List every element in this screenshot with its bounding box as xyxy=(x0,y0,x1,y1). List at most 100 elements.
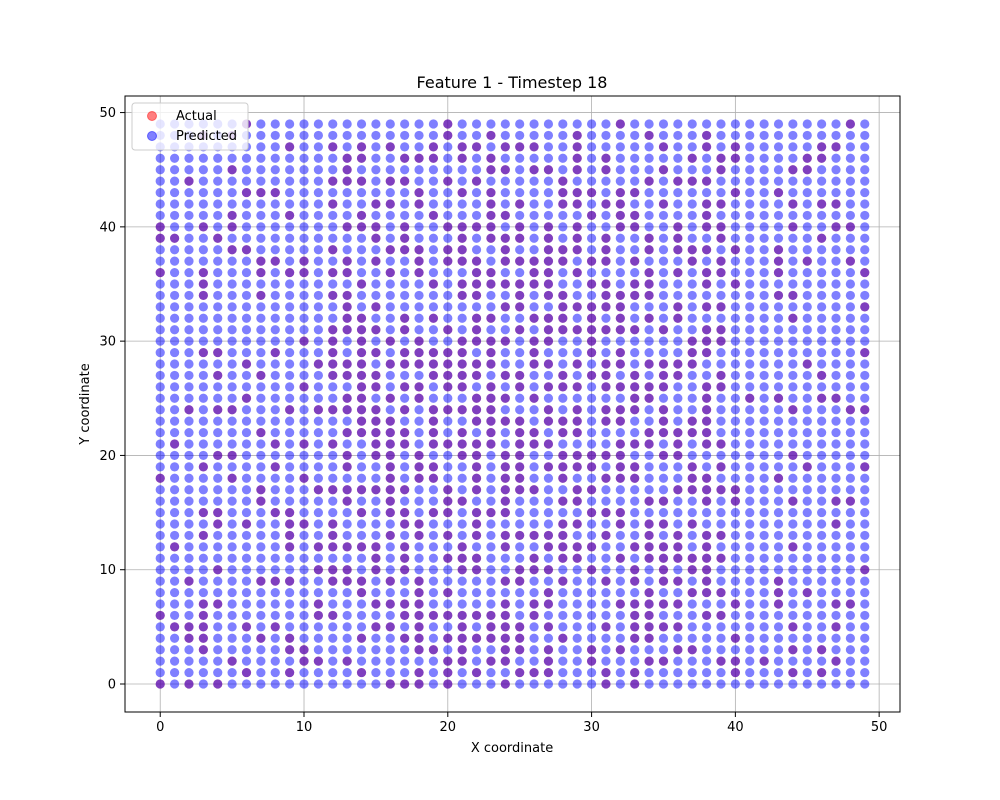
predicted-point xyxy=(198,599,208,609)
predicted-point xyxy=(558,336,568,346)
predicted-point xyxy=(773,656,784,666)
predicted-point xyxy=(817,313,827,323)
predicted-point xyxy=(385,450,395,461)
predicted-point xyxy=(285,233,295,243)
predicted-point xyxy=(414,336,424,346)
predicted-point xyxy=(673,245,683,255)
predicted-point xyxy=(285,359,295,369)
predicted-point xyxy=(730,176,740,186)
predicted-point xyxy=(586,610,597,621)
predicted-point xyxy=(543,599,554,609)
predicted-point xyxy=(184,610,194,621)
predicted-point xyxy=(457,576,467,586)
predicted-point xyxy=(572,473,582,483)
predicted-point xyxy=(817,553,827,563)
predicted-point xyxy=(759,405,769,415)
predicted-point xyxy=(529,176,539,186)
predicted-point xyxy=(716,496,726,506)
predicted-point xyxy=(356,302,367,312)
predicted-point xyxy=(443,576,453,586)
predicted-point xyxy=(817,645,827,655)
predicted-point xyxy=(745,610,755,621)
predicted-point xyxy=(716,359,726,369)
predicted-point xyxy=(414,496,424,506)
predicted-point xyxy=(630,382,640,392)
predicted-point xyxy=(831,222,841,232)
predicted-point xyxy=(817,245,827,255)
predicted-point xyxy=(630,587,640,598)
y-tick-label: 10 xyxy=(99,563,116,578)
predicted-point xyxy=(328,587,338,598)
predicted-point xyxy=(716,130,726,141)
predicted-point xyxy=(802,427,812,438)
predicted-point xyxy=(687,370,697,381)
predicted-point xyxy=(155,565,165,575)
predicted-point xyxy=(630,359,640,369)
predicted-point xyxy=(745,633,755,643)
predicted-point xyxy=(428,382,439,392)
predicted-point xyxy=(702,233,712,243)
predicted-point xyxy=(299,393,309,403)
predicted-point xyxy=(400,485,410,495)
predicted-point xyxy=(241,622,252,632)
predicted-point xyxy=(227,279,237,289)
predicted-point xyxy=(802,507,812,518)
predicted-point xyxy=(241,656,252,666)
predicted-point xyxy=(198,302,208,312)
predicted-point xyxy=(817,485,827,495)
predicted-point xyxy=(414,130,424,141)
predicted-point xyxy=(644,610,654,621)
predicted-point xyxy=(716,542,726,552)
predicted-point xyxy=(716,405,726,415)
predicted-point xyxy=(773,370,784,381)
predicted-point xyxy=(443,325,453,335)
predicted-point xyxy=(543,610,554,621)
predicted-point xyxy=(673,587,683,598)
predicted-point xyxy=(414,347,424,358)
predicted-point xyxy=(586,542,597,552)
predicted-point xyxy=(213,530,223,541)
predicted-point xyxy=(385,416,395,426)
predicted-point xyxy=(443,119,453,129)
predicted-point xyxy=(572,302,582,312)
predicted-point xyxy=(745,462,755,472)
predicted-point xyxy=(155,393,165,403)
predicted-point xyxy=(759,130,769,141)
predicted-point xyxy=(817,176,827,186)
predicted-point xyxy=(845,485,855,495)
predicted-point xyxy=(270,382,280,392)
predicted-point xyxy=(471,633,482,643)
predicted-point xyxy=(486,382,496,392)
predicted-point xyxy=(802,347,812,358)
predicted-point xyxy=(702,439,712,449)
predicted-point xyxy=(356,542,367,552)
predicted-point xyxy=(845,427,855,438)
predicted-point xyxy=(170,290,180,301)
predicted-point xyxy=(558,279,568,289)
predicted-point xyxy=(759,542,769,552)
predicted-point xyxy=(759,576,769,586)
predicted-point xyxy=(227,416,237,426)
predicted-point xyxy=(241,610,252,621)
predicted-point xyxy=(601,427,611,438)
predicted-point xyxy=(155,405,165,415)
predicted-point xyxy=(256,153,266,163)
predicted-point xyxy=(543,359,554,369)
predicted-point xyxy=(256,405,266,415)
predicted-point xyxy=(385,519,395,529)
x-tick-label: 10 xyxy=(296,720,313,735)
predicted-point xyxy=(342,382,352,392)
predicted-point xyxy=(443,656,453,666)
predicted-point xyxy=(227,347,237,358)
predicted-point xyxy=(860,370,870,381)
predicted-point xyxy=(486,279,496,289)
predicted-point xyxy=(342,245,352,255)
predicted-point xyxy=(730,336,740,346)
predicted-point xyxy=(759,599,769,609)
predicted-point xyxy=(270,587,280,598)
predicted-point xyxy=(385,462,395,472)
predicted-point xyxy=(155,325,165,335)
predicted-point xyxy=(400,565,410,575)
predicted-point xyxy=(328,256,338,266)
predicted-point xyxy=(745,187,755,198)
